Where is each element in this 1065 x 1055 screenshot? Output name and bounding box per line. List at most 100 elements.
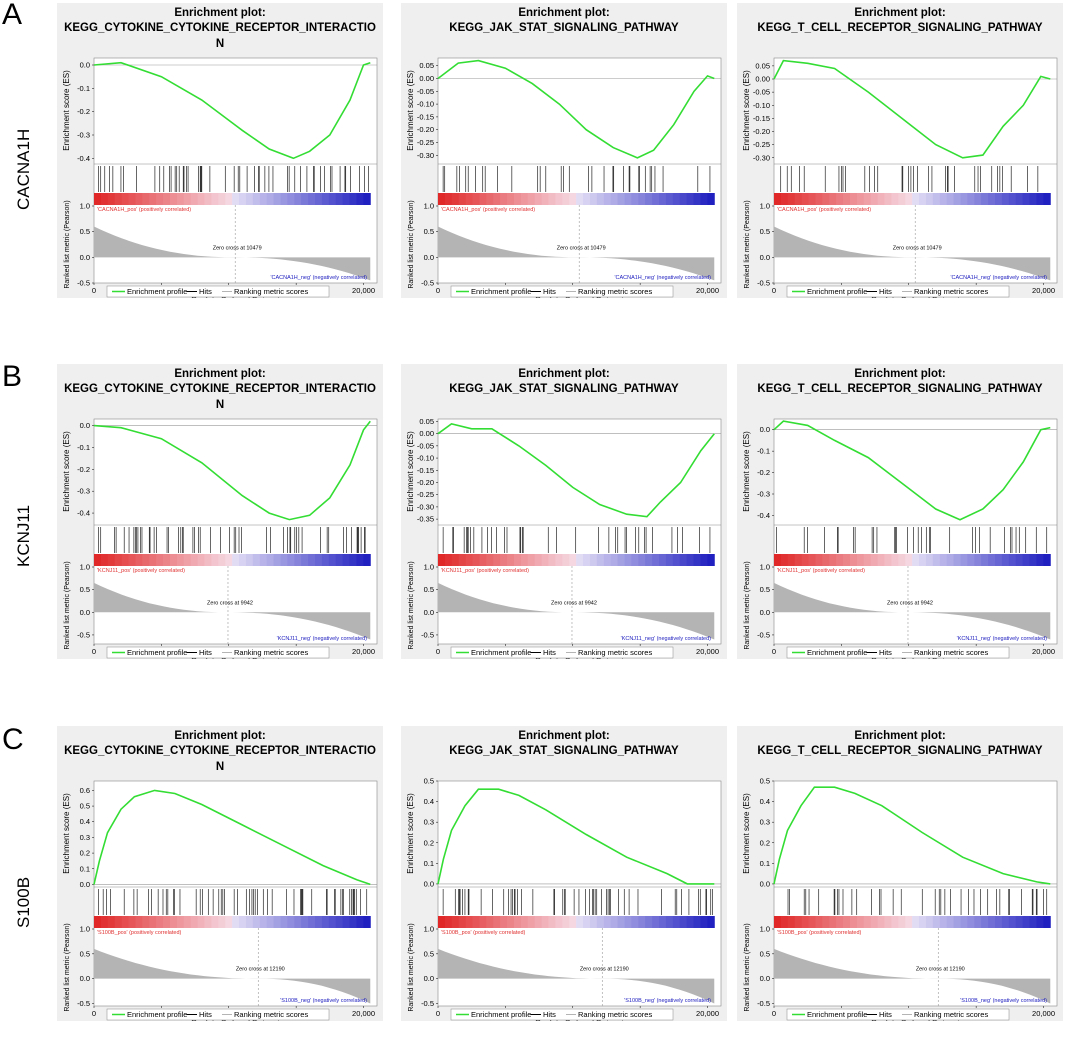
rank-tick-label: 0.5 bbox=[760, 585, 770, 594]
colour-bar-segment bbox=[204, 916, 212, 928]
colour-bar-segment bbox=[1008, 554, 1017, 566]
es-tick-label: 0.0 bbox=[760, 879, 770, 888]
es-tick-label: 0.1 bbox=[80, 864, 90, 873]
colour-bar-segment bbox=[176, 916, 185, 928]
colour-bar-segment bbox=[356, 916, 364, 928]
colour-bar-segment bbox=[287, 916, 295, 928]
colour-bar-segment bbox=[794, 916, 803, 928]
legend-metric-label: Ranking metric scores bbox=[914, 287, 988, 296]
colour-bar-segment bbox=[472, 193, 480, 205]
chart-title: KEGG_CYTOKINE_CYTOKINE_RECEPTOR_INTERACT… bbox=[64, 383, 376, 395]
colour-bar-segment bbox=[912, 916, 920, 928]
neg-label: 'CACNA1H_neg' (negatively correlated) bbox=[270, 275, 367, 281]
colour-bar-segment bbox=[315, 554, 323, 566]
zero-cross-label: Zero cross at 12190 bbox=[580, 967, 629, 973]
colour-bar-segment bbox=[128, 193, 136, 205]
x-tick-label: 20,000 bbox=[352, 1009, 375, 1018]
hits-group bbox=[787, 889, 1048, 915]
legend-box bbox=[450, 1008, 674, 1021]
row-label-b: B bbox=[2, 360, 23, 393]
gene-label-s100b: S100B bbox=[14, 876, 33, 928]
colour-bar-segment bbox=[458, 193, 467, 205]
colour-bar-segment bbox=[555, 193, 563, 205]
neg-label: 'CACNA1H_neg' (negatively correlated) bbox=[614, 275, 711, 281]
colour-bar-segment bbox=[1043, 554, 1051, 566]
colour-bar-segment bbox=[610, 193, 619, 205]
colour-bar-segment bbox=[856, 554, 865, 566]
colour-bar-segment bbox=[541, 554, 550, 566]
colour-bar-segment bbox=[149, 916, 157, 928]
colour-bar-segment bbox=[665, 193, 674, 205]
rank-tick-label: -0.5 bbox=[757, 630, 770, 639]
hits-group bbox=[442, 889, 713, 915]
colour-bar-segment bbox=[700, 193, 708, 205]
colour-bar-segment bbox=[995, 916, 1003, 928]
colour-bar-segment bbox=[1008, 916, 1017, 928]
colour-bar-segment bbox=[500, 193, 508, 205]
colour-bar-segment bbox=[225, 193, 233, 205]
x-tick-label: 20,000 bbox=[696, 286, 719, 295]
colour-bar-segment bbox=[603, 554, 612, 566]
colour-bar-segment bbox=[787, 554, 796, 566]
x-tick-label: 20,000 bbox=[352, 286, 375, 295]
rank-axis-label: Ranked list metric (Pearson) bbox=[744, 200, 751, 288]
colour-bar-segment bbox=[932, 193, 941, 205]
chart-title: KEGG_CYTOKINE_CYTOKINE_RECEPTOR_INTERACT… bbox=[64, 745, 376, 757]
es-tick-label: -0.2 bbox=[757, 468, 770, 477]
legend: Enrichment profile Hits Ranking metric sco… bbox=[106, 285, 330, 298]
es-axis-label: Enrichment score (ES) bbox=[62, 793, 71, 874]
colour-bar-segment bbox=[780, 916, 789, 928]
es-tick-label: -0.4 bbox=[757, 511, 770, 520]
es-axis-label: Enrichment score (ES) bbox=[62, 431, 71, 512]
colour-bar-segment bbox=[638, 916, 646, 928]
hits-group bbox=[98, 889, 368, 915]
legend-box bbox=[786, 646, 1010, 659]
pos-label: 'KCNJ11_pos' (positively correlated) bbox=[777, 568, 865, 574]
colour-bar-segment bbox=[787, 193, 796, 205]
rank-tick-label: -0.5 bbox=[421, 279, 434, 288]
es-tick-label: 0.6 bbox=[80, 786, 90, 795]
zero-cross-label: Zero cross at 9942 bbox=[887, 600, 933, 606]
es-tick-label: 0.3 bbox=[760, 818, 770, 827]
x-tick-label: 0 bbox=[436, 286, 440, 295]
colour-bar-segment bbox=[149, 193, 157, 205]
colour-bar-segment bbox=[645, 916, 653, 928]
colour-bar-segment bbox=[121, 554, 130, 566]
colour-bar-segment bbox=[204, 193, 212, 205]
colour-bar-segment bbox=[808, 554, 816, 566]
colour-bar-segment bbox=[898, 916, 906, 928]
ranking-metric-area bbox=[438, 582, 715, 640]
colour-bar-segment bbox=[356, 193, 364, 205]
es-tick-label: -0.10 bbox=[417, 454, 434, 463]
legend-profile-label: Enrichment profile bbox=[471, 287, 531, 296]
colour-bar-segment bbox=[870, 916, 879, 928]
panel-b-cytokine: Enrichment plot: KEGG_CYTOKINE_CYTOKINE_R… bbox=[57, 364, 383, 659]
row-label-c: C bbox=[2, 723, 24, 756]
colour-bar-segment bbox=[232, 916, 240, 928]
es-tick-label: 0.2 bbox=[424, 838, 434, 847]
zero-cross-label: Zero cross at 9942 bbox=[551, 600, 597, 606]
colour-bar-segment bbox=[444, 916, 453, 928]
legend: Enrichment profile Hits Ranking metric sco… bbox=[786, 285, 1010, 298]
colour-bar-segment bbox=[953, 554, 961, 566]
colour-bar-segment bbox=[774, 916, 782, 928]
colour-bar-segment bbox=[479, 193, 487, 205]
colour-bar-segment bbox=[665, 554, 674, 566]
colour-bar-segment bbox=[486, 554, 494, 566]
x-tick-label: 0 bbox=[772, 286, 776, 295]
es-tick-label: -0.30 bbox=[753, 153, 770, 162]
colour-bar-segment bbox=[335, 193, 344, 205]
es-tick-label: 0.5 bbox=[80, 802, 90, 811]
legend-profile-label: Enrichment profile bbox=[127, 1010, 187, 1019]
es-tick-label: -0.2 bbox=[77, 107, 90, 116]
x-tick-label: 0 bbox=[92, 286, 96, 295]
legend: Enrichment profile Hits Ranking metric sco… bbox=[450, 646, 674, 659]
colour-bar-segment bbox=[1029, 193, 1037, 205]
ranking-metric-area bbox=[774, 948, 1051, 1004]
chart-title-continuation: N bbox=[216, 38, 224, 50]
es-axis-label: Enrichment score (ES) bbox=[742, 431, 751, 512]
colour-bar-segment bbox=[679, 554, 688, 566]
colour-bar-segment bbox=[679, 193, 688, 205]
colour-bar-segment bbox=[843, 554, 851, 566]
colour-bar-segment bbox=[877, 916, 886, 928]
